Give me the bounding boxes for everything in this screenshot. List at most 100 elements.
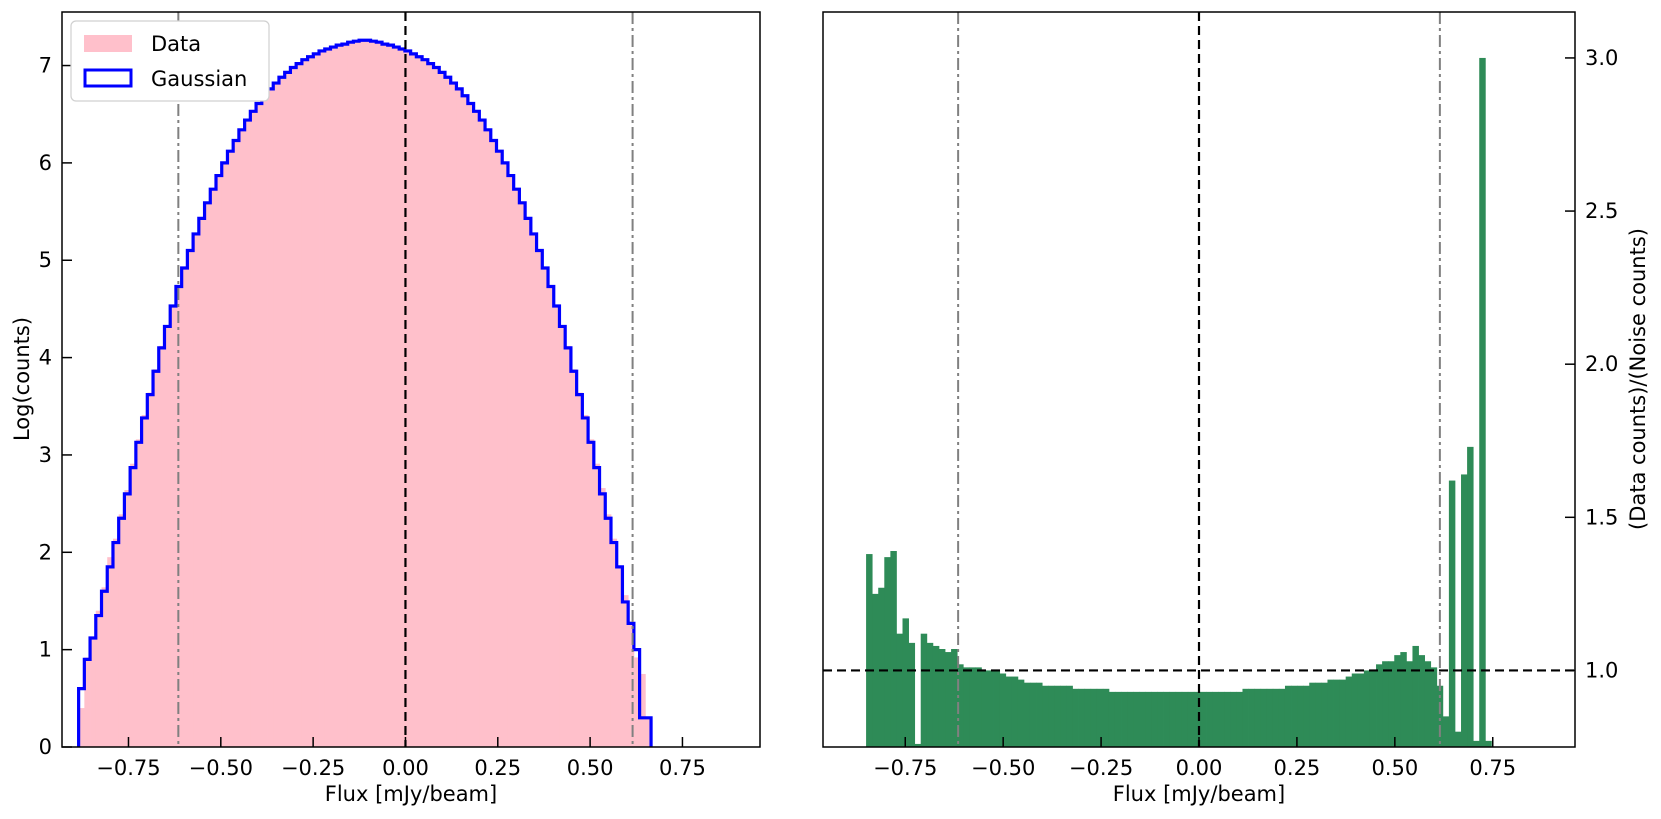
data-bar bbox=[147, 392, 154, 747]
ratio-bar bbox=[999, 673, 1007, 747]
data-bar bbox=[170, 305, 177, 747]
y-tick-label: 4 bbox=[39, 346, 52, 370]
x-tick-label: 0.50 bbox=[1371, 756, 1418, 780]
x-tick-label: 0.50 bbox=[567, 756, 614, 780]
data-bar bbox=[582, 415, 589, 747]
data-bar bbox=[216, 175, 223, 747]
data-bar bbox=[439, 72, 446, 748]
ratio-bar bbox=[1448, 480, 1456, 747]
ratio-bar bbox=[938, 649, 946, 747]
data-bar bbox=[633, 657, 641, 747]
ratio-bar bbox=[1139, 691, 1146, 747]
data-bar bbox=[267, 88, 274, 747]
ratio-bar bbox=[1436, 685, 1444, 747]
ratio-bar bbox=[1060, 685, 1067, 747]
y-tick-label: 2.5 bbox=[1585, 199, 1618, 223]
ratio-bar bbox=[1430, 667, 1438, 747]
data-bar bbox=[130, 463, 137, 747]
ratio-bar bbox=[1036, 682, 1043, 747]
ratio-bar bbox=[884, 557, 891, 747]
data-bar bbox=[422, 59, 429, 748]
data-bar bbox=[399, 48, 406, 747]
ratio-bar bbox=[1242, 688, 1249, 747]
ratio-bar bbox=[1212, 691, 1219, 747]
data-bar bbox=[530, 232, 537, 747]
ratio-bar bbox=[1321, 682, 1328, 747]
ratio-bar bbox=[1175, 691, 1183, 747]
left-panel: −0.75 −0.50 −0.25 0.00 0.25 0.50 0.75 0 1 2 3 4 5 6 7… bbox=[10, 11, 761, 806]
ratio-bar bbox=[1133, 691, 1140, 747]
ratio-bar bbox=[890, 551, 897, 747]
ratio-bar bbox=[1315, 682, 1322, 747]
ratio-bar bbox=[1339, 679, 1347, 747]
ratio-bar bbox=[1224, 691, 1231, 747]
data-bar bbox=[513, 188, 520, 747]
data-bar bbox=[301, 59, 308, 748]
ratio-bar bbox=[1454, 731, 1462, 747]
y-tick-label: 3 bbox=[39, 443, 52, 467]
ratio-bar bbox=[878, 587, 885, 747]
ratio-bar bbox=[1102, 688, 1110, 747]
data-bar bbox=[610, 538, 618, 747]
ratio-bar bbox=[1005, 676, 1013, 747]
ratio-bar bbox=[1254, 688, 1262, 747]
x-tick-label: −0.75 bbox=[873, 756, 937, 780]
data-bar bbox=[456, 88, 463, 747]
x-tick-label: 0.75 bbox=[1469, 756, 1516, 780]
ratio-bar bbox=[932, 645, 940, 747]
ratio-bar bbox=[914, 743, 922, 747]
data-bar bbox=[519, 202, 526, 747]
left-vertical-lines bbox=[177, 12, 634, 747]
data-bar bbox=[387, 45, 394, 747]
x-tick-label: 0.00 bbox=[1176, 756, 1223, 780]
data-bar bbox=[324, 48, 331, 747]
ratio-bars bbox=[866, 57, 1492, 747]
ratio-bar bbox=[1078, 688, 1086, 747]
data-bar bbox=[410, 53, 417, 748]
x-tick-label: −0.50 bbox=[189, 756, 253, 780]
data-bar bbox=[450, 83, 457, 747]
ratio-bar bbox=[920, 633, 928, 747]
ratio-bar bbox=[926, 642, 934, 747]
data-bar bbox=[639, 673, 646, 747]
x-tick-label: −0.25 bbox=[281, 756, 345, 780]
y-tick-label: 2.0 bbox=[1585, 352, 1618, 376]
ratio-bar bbox=[1181, 691, 1189, 747]
ratio-bar bbox=[1023, 682, 1031, 747]
data-bar bbox=[479, 120, 486, 748]
ratio-bar bbox=[1054, 685, 1061, 747]
data-bar bbox=[404, 50, 412, 747]
ratio-bar bbox=[993, 670, 1001, 747]
ratio-bar bbox=[1029, 682, 1037, 747]
data-bar bbox=[427, 63, 434, 748]
data-bar bbox=[278, 77, 286, 748]
left-data-bars bbox=[78, 41, 652, 748]
ratio-bar bbox=[1406, 661, 1413, 747]
legend-swatch-gaussian bbox=[83, 68, 133, 88]
ratio-bar bbox=[1145, 691, 1152, 747]
ratio-bar bbox=[951, 649, 958, 747]
data-bar bbox=[284, 72, 291, 748]
ratio-bar bbox=[896, 633, 903, 747]
data-bar bbox=[542, 267, 549, 747]
ratio-bar bbox=[945, 652, 952, 747]
right-y-axis-label: (Data counts)/(Noise counts) bbox=[1626, 228, 1650, 530]
data-bar bbox=[593, 463, 600, 747]
x-tick-label: 0.25 bbox=[1274, 756, 1321, 780]
ratio-bar bbox=[1467, 446, 1474, 747]
ratio-bar bbox=[1333, 679, 1341, 747]
data-bar bbox=[433, 67, 440, 748]
y-tick-label: 2 bbox=[39, 540, 52, 564]
y-tick-label: 0 bbox=[39, 735, 52, 759]
data-bar bbox=[507, 175, 515, 747]
ratio-bar bbox=[1278, 688, 1286, 747]
data-bar bbox=[135, 439, 142, 747]
ratio-bar bbox=[1291, 685, 1298, 747]
data-bar bbox=[181, 267, 188, 747]
ratio-bar bbox=[1199, 691, 1207, 747]
ratio-bar bbox=[1236, 691, 1243, 747]
data-bar bbox=[576, 392, 583, 747]
data-bar bbox=[193, 232, 200, 747]
ratio-bar bbox=[1163, 691, 1171, 747]
ratio-bar bbox=[1206, 691, 1213, 747]
